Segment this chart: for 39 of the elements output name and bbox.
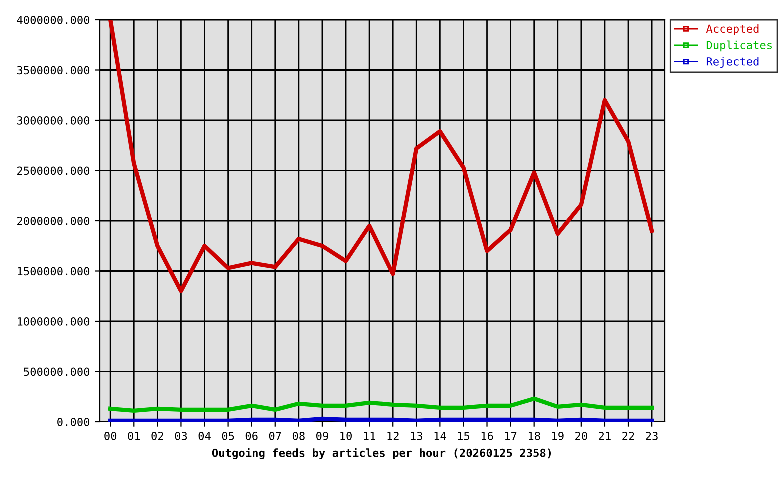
- x-tick-label: 17: [505, 432, 517, 440]
- y-tick-label: 1500000.000: [18, 267, 90, 276]
- x-tick-label: 15: [458, 432, 470, 440]
- x-tick-label: 12: [388, 432, 399, 440]
- legend-label: Duplicates: [706, 40, 772, 52]
- x-tick-label: 06: [246, 432, 258, 440]
- y-tick-label: 0.000: [58, 418, 90, 426]
- x-tick-label: 07: [269, 432, 282, 440]
- x-tick-label: 16: [482, 432, 494, 440]
- x-tick-label: 05: [222, 432, 234, 440]
- line-series: [108, 20, 654, 294]
- y-tick-label: 1000000.000: [18, 318, 90, 326]
- x-tick-label: 04: [198, 432, 211, 440]
- x-tick-label: 13: [411, 432, 422, 440]
- x-axis-title: Outgoing feeds by articles per hour (20260125 2358): [212, 448, 552, 460]
- x-tick-label: 14: [434, 432, 446, 440]
- line-series: [108, 396, 654, 414]
- x-tick-label: 00: [104, 432, 117, 440]
- x-tick-label: 08: [292, 432, 305, 440]
- x-tick-label: 20: [576, 432, 588, 440]
- legend-label: Rejected: [706, 57, 759, 68]
- x-tick-label: 10: [340, 432, 352, 440]
- y-tick-label: 3500000.000: [17, 66, 90, 75]
- x-tick-label: 03: [175, 432, 188, 440]
- y-tick-label: 2000000.000: [18, 217, 90, 226]
- y-tick-label: 2500000.000: [18, 166, 90, 176]
- x-tick-label: 18: [528, 432, 540, 440]
- x-tick-label: 01: [128, 432, 140, 440]
- legend-label: Accepted: [706, 24, 759, 36]
- x-tick-label: 22: [622, 432, 634, 440]
- y-tick-label: 500000.000: [24, 368, 90, 376]
- x-tick-label: 19: [552, 432, 564, 440]
- y-tick-label: 3000000.000: [17, 116, 90, 125]
- x-tick-label: 23: [646, 432, 658, 440]
- x-tick-label: 09: [316, 432, 328, 440]
- x-tick-label: 11: [364, 432, 376, 440]
- x-tick-label: 21: [599, 432, 611, 440]
- y-tick-label: 4000000.000: [17, 16, 90, 24]
- x-tick-label: 02: [152, 432, 164, 440]
